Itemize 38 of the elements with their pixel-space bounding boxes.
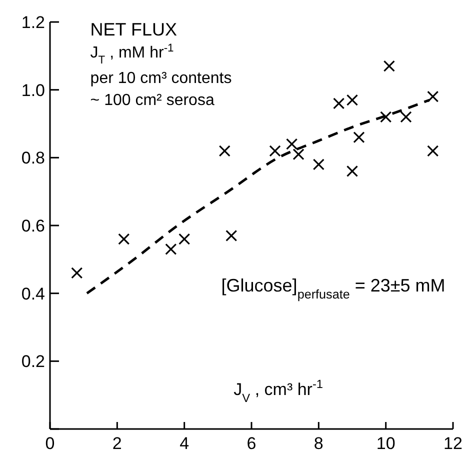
- point: [312, 158, 324, 170]
- point: [353, 132, 365, 144]
- x-tick-label: 10: [376, 434, 396, 453]
- point: [178, 233, 190, 245]
- point: [427, 145, 439, 157]
- annotation: J$_{T}$ , mM hr$^{-1}$: [90, 42, 174, 67]
- y-tick-label: 1.2: [21, 12, 45, 32]
- y-tick-label: 0.2: [21, 352, 45, 372]
- annotation: per 10 cm³ contents: [90, 70, 232, 88]
- point: [286, 138, 298, 150]
- point: [400, 111, 412, 123]
- y-tick-label: 0.8: [21, 148, 45, 168]
- x-tick-label: 6: [246, 434, 256, 453]
- y-tick-label: 0.6: [21, 216, 45, 236]
- annotation: ~ 100 cm² serosa: [90, 92, 214, 110]
- point: [333, 98, 345, 110]
- point: [269, 145, 281, 157]
- x-tick-label: 0: [45, 434, 55, 453]
- x-tick-label: 2: [112, 434, 122, 453]
- point: [427, 90, 439, 102]
- x-tick-label: 4: [180, 434, 190, 453]
- y-tick-label: 0.4: [21, 284, 45, 304]
- point: [226, 230, 238, 242]
- annotation: [Glucose]$_{perfusate}$ = 23±5 mM: [221, 276, 446, 302]
- point: [346, 165, 358, 178]
- point: [346, 94, 358, 106]
- x-tick-label: 8: [314, 434, 324, 453]
- point: [383, 60, 395, 72]
- x-tick-label: 12: [444, 434, 462, 453]
- x-axis-title: J$_{V}$ , cm³ hr$^{-1}$: [234, 377, 324, 406]
- point: [118, 233, 130, 245]
- y-tick-label: 1.0: [21, 80, 45, 100]
- point: [71, 267, 83, 279]
- point: [165, 243, 177, 256]
- point: [292, 148, 304, 160]
- chart-title: NET FLUX: [90, 20, 177, 40]
- point: [380, 111, 392, 123]
- point: [218, 145, 230, 157]
